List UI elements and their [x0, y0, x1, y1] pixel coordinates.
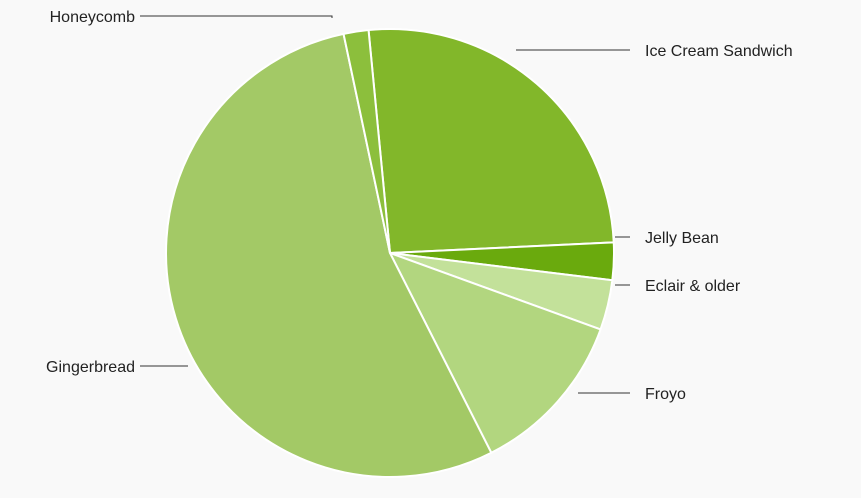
slice-label-froyo: Froyo [645, 386, 686, 403]
leader-line-honeycomb [140, 15, 333, 18]
slice-label-ice-cream-sandwich: Ice Cream Sandwich [645, 43, 793, 60]
pie-slice-honeycomb [342, 29, 391, 254]
leader-lines-layer [140, 15, 630, 394]
slices-layer [165, 28, 615, 478]
slice-label-jelly-bean: Jelly Bean [645, 230, 719, 247]
pie-slice-gingerbread [165, 32, 493, 478]
slice-label-honeycomb: Honeycomb [50, 9, 135, 26]
pie-slice-froyo [389, 252, 602, 454]
pie-slice-ice-cream-sandwich [367, 28, 615, 254]
slice-label-gingerbread: Gingerbread [46, 359, 135, 376]
labels-layer: Ice Cream Sandwich Jelly Bean Eclair & old… [46, 9, 793, 403]
slice-label-eclair-older: Eclair & older [645, 278, 741, 295]
